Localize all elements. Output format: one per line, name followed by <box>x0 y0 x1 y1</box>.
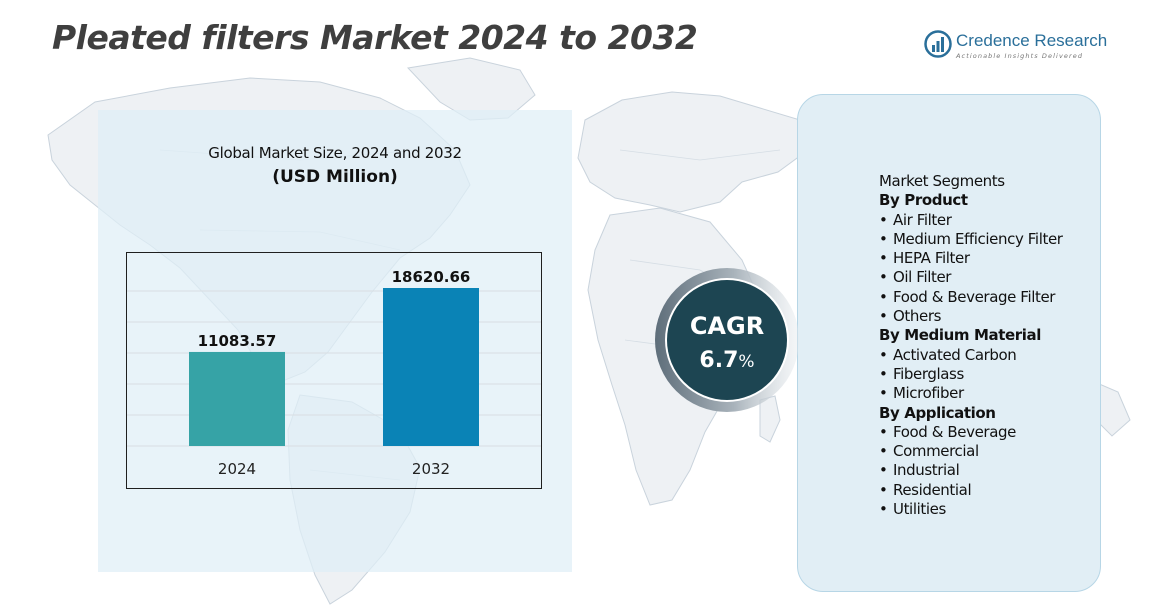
bar-2032 <box>383 288 479 446</box>
segment-item: Air Filter <box>879 211 1063 230</box>
segment-group-title: By Application <box>879 403 996 422</box>
page-title: Pleated filters Market 2024 to 2032 <box>52 18 698 57</box>
category-label-2024: 2024 <box>218 460 256 478</box>
segment-item: Medium Efficiency Filter <box>879 230 1063 249</box>
cagr-value: 6.7 <box>699 348 738 373</box>
segment-item: Activated Carbon <box>879 346 1063 365</box>
chart-subtitle: Global Market Size, 2024 and 2032 <box>208 144 462 162</box>
segment-group-title: By Product <box>879 191 968 210</box>
value-label-2032: 18620.66 <box>392 268 471 286</box>
segment-item: Oil Filter <box>879 268 1063 287</box>
cagr-value-line: 6.7% <box>699 348 754 373</box>
brand-logo-block: Credence Research Actionable Insights De… <box>924 30 1114 64</box>
segment-item: Residential <box>879 481 1063 500</box>
segment-item: Commercial <box>879 442 1063 461</box>
cagr-circle <box>667 280 787 400</box>
value-label-2024: 11083.57 <box>198 332 277 350</box>
segment-item: Others <box>879 307 1063 326</box>
category-label-2032: 2032 <box>412 460 450 478</box>
chart-unit-label: (USD Million) <box>272 167 398 187</box>
chart-panel <box>98 110 572 572</box>
bar-2024 <box>189 351 285 446</box>
brand-logo-icon <box>924 30 952 58</box>
brand-name: Credence Research <box>956 31 1108 50</box>
segment-item: HEPA Filter <box>879 249 1063 268</box>
cagr-badge: CAGR 6.7% <box>655 268 799 412</box>
cagr-label: CAGR <box>690 312 764 340</box>
segment-item: Industrial <box>879 461 1063 480</box>
segment-item: Food & Beverage Filter <box>879 288 1063 307</box>
segment-item: Food & Beverage <box>879 423 1063 442</box>
segments-heading: Market Segments <box>879 172 1005 190</box>
segment-item: Utilities <box>879 500 1063 519</box>
chart-bars: 11083.57 2024 18620.66 2032 <box>189 268 479 478</box>
segment-group-title: By Medium Material <box>879 326 1041 345</box>
segment-item: Fiberglass <box>879 365 1063 384</box>
cagr-unit: % <box>738 352 754 372</box>
market-segments-list: Market Segments By ProductAir FilterMedi… <box>879 172 1063 519</box>
chart-frame <box>126 252 542 489</box>
segment-item: Microfiber <box>879 384 1063 403</box>
bar-chart: 11083.57 2024 18620.66 2032 <box>126 252 542 489</box>
brand-tagline: Actionable Insights Delivered <box>956 52 1084 60</box>
